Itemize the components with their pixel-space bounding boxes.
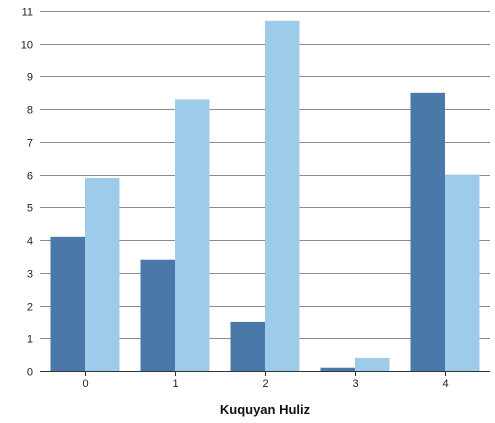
y-tick-label: 10 bbox=[21, 40, 33, 52]
x-tick-label: 3 bbox=[352, 378, 358, 390]
y-tick-label: 11 bbox=[22, 7, 33, 19]
bar bbox=[265, 20, 300, 372]
y-tick-label: 6 bbox=[27, 171, 33, 183]
y-tick-label: 4 bbox=[27, 236, 33, 248]
bar bbox=[320, 367, 355, 371]
bar bbox=[410, 92, 445, 372]
x-tick-label: 2 bbox=[262, 378, 268, 390]
x-tick-labels: 0 1 2 3 4 bbox=[82, 378, 448, 390]
bar bbox=[445, 174, 480, 371]
bar bbox=[140, 259, 175, 371]
x-tick-label: 0 bbox=[82, 378, 88, 390]
y-tick-label: 1 bbox=[27, 334, 33, 346]
y-tick-label: 8 bbox=[27, 105, 33, 117]
y-tick-label: 0 bbox=[27, 367, 33, 379]
y-tick-label: 9 bbox=[27, 72, 33, 84]
y-tick-label: 3 bbox=[27, 269, 33, 281]
y-tick-label: 5 bbox=[27, 203, 33, 215]
bar bbox=[85, 177, 120, 371]
axes bbox=[40, 371, 490, 376]
bars bbox=[50, 20, 480, 372]
x-tick-label: 1 bbox=[172, 378, 178, 390]
bar bbox=[230, 321, 265, 371]
y-tick-label: 7 bbox=[27, 138, 33, 150]
bar bbox=[50, 236, 85, 371]
y-tick-label: 2 bbox=[27, 302, 33, 314]
x-tick-label: 4 bbox=[442, 378, 448, 390]
bar bbox=[355, 357, 390, 371]
bar bbox=[175, 99, 210, 371]
y-tick-labels: 0 1 2 3 4 5 6 7 8 9 10 11 bbox=[21, 7, 33, 379]
x-axis-title: Kuquyan Huliz bbox=[220, 402, 311, 417]
